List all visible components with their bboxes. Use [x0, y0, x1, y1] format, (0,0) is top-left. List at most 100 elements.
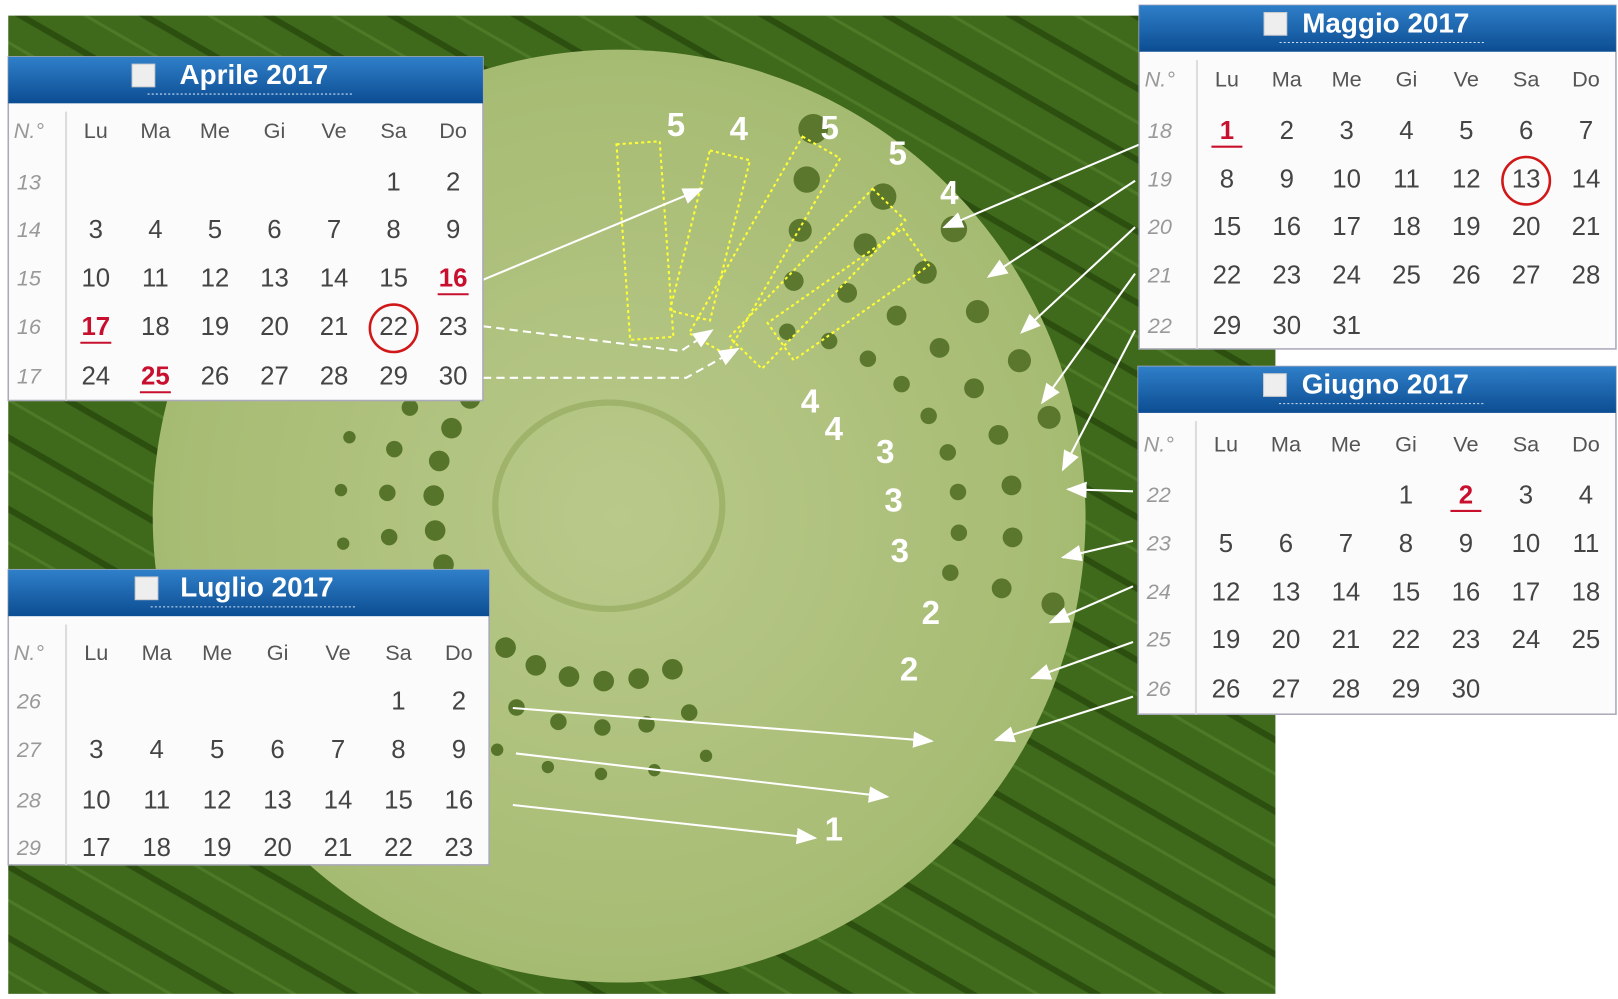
- day: 13: [1272, 578, 1301, 606]
- day: 9: [1280, 166, 1294, 194]
- week-number: 15: [17, 266, 42, 291]
- crop-dot: [381, 529, 398, 546]
- day: 15: [379, 265, 408, 293]
- day: 12: [201, 265, 230, 293]
- calendar-icon: [132, 64, 155, 87]
- day: 6: [270, 736, 284, 764]
- crop-dot: [966, 300, 989, 323]
- crop-dot: [887, 306, 907, 326]
- day: 16: [439, 265, 468, 293]
- day: 28: [320, 363, 349, 391]
- day: 23: [1272, 262, 1301, 290]
- day: 20: [1512, 213, 1541, 241]
- week-number: 24: [1146, 579, 1171, 604]
- crop-dot: [559, 666, 580, 687]
- crop-dot: [893, 376, 910, 393]
- crop-dot: [940, 444, 957, 461]
- day: 23: [445, 834, 474, 862]
- crop-dot: [681, 704, 698, 721]
- day: 30: [1272, 312, 1301, 340]
- day: 21: [1572, 213, 1601, 241]
- column-header: Ma: [1272, 66, 1303, 91]
- crop-dot: [423, 485, 444, 506]
- day: 26: [201, 363, 230, 391]
- annotation-number: 5: [820, 109, 838, 146]
- day: 6: [1279, 530, 1293, 558]
- crop-dot: [525, 655, 546, 676]
- crop-dot: [821, 333, 838, 350]
- day: 11: [142, 265, 169, 293]
- day: 20: [1272, 626, 1301, 654]
- calendar-title: Giugno 2017: [1302, 368, 1469, 399]
- calendar-title: Luglio 2017: [180, 572, 333, 603]
- day: 2: [1280, 117, 1294, 145]
- day: 5: [1219, 530, 1233, 558]
- column-header: Me: [1331, 432, 1361, 457]
- day: 8: [1399, 530, 1413, 558]
- page: 5455444333221 Aprile 2017N.°LuMaMeGiVeSa…: [0, 0, 1618, 999]
- annotation-number: 4: [801, 382, 820, 419]
- week-number: 26: [1146, 676, 1172, 701]
- annotation-number: 4: [940, 174, 959, 211]
- day: 25: [1392, 262, 1421, 290]
- day: 7: [327, 216, 341, 244]
- crop-dot: [595, 768, 607, 780]
- day: 5: [210, 736, 224, 764]
- day: 12: [1212, 578, 1241, 606]
- day: 20: [260, 313, 289, 341]
- day: 29: [1213, 312, 1242, 340]
- week-number: 19: [1148, 166, 1172, 191]
- day: 29: [1392, 675, 1421, 703]
- day: 22: [1213, 262, 1242, 290]
- day: 10: [82, 787, 111, 815]
- crop-dot: [542, 761, 554, 773]
- day: 22: [384, 834, 413, 862]
- day: 18: [1572, 578, 1601, 606]
- crop-dot: [386, 441, 403, 458]
- column-header: Me: [1332, 66, 1362, 91]
- column-header: Ve: [1454, 66, 1479, 91]
- day: 9: [452, 736, 466, 764]
- week-number: 29: [16, 835, 41, 860]
- day: 8: [391, 736, 405, 764]
- column-header: N.°: [1144, 432, 1175, 457]
- column-header: Sa: [1513, 432, 1540, 457]
- crop-dot: [784, 271, 804, 291]
- day: 19: [203, 834, 232, 862]
- crop-dot: [930, 338, 950, 358]
- column-header: Do: [445, 640, 473, 665]
- day: 17: [82, 834, 111, 862]
- crop-dot: [662, 659, 683, 680]
- day: 11: [1573, 530, 1600, 558]
- day: 11: [143, 787, 170, 815]
- day: 27: [1512, 262, 1541, 290]
- day: 15: [1392, 578, 1421, 606]
- day: 17: [1332, 213, 1361, 241]
- crop-dot: [942, 564, 959, 581]
- week-number: 13: [17, 170, 41, 195]
- day: 3: [89, 736, 103, 764]
- day: 22: [379, 313, 408, 341]
- crop-dot: [920, 408, 937, 425]
- day: 13: [1512, 166, 1541, 194]
- calendar-body: [8, 57, 483, 401]
- day: 20: [263, 834, 292, 862]
- day: 22: [1392, 626, 1421, 654]
- day: 3: [1519, 481, 1533, 509]
- week-number: 23: [1146, 531, 1171, 556]
- crop-dot: [593, 671, 614, 692]
- day: 4: [1579, 481, 1593, 509]
- day: 23: [1452, 626, 1481, 654]
- crop-dot: [789, 219, 812, 242]
- day: 13: [263, 787, 292, 815]
- day: 25: [1572, 626, 1601, 654]
- day: 17: [81, 313, 110, 341]
- day: 1: [1220, 117, 1234, 145]
- column-header: Lu: [84, 118, 108, 143]
- column-header: Ma: [1271, 432, 1302, 457]
- crop-dot: [335, 484, 347, 496]
- column-header: Lu: [1215, 66, 1239, 91]
- column-header: Me: [202, 640, 232, 665]
